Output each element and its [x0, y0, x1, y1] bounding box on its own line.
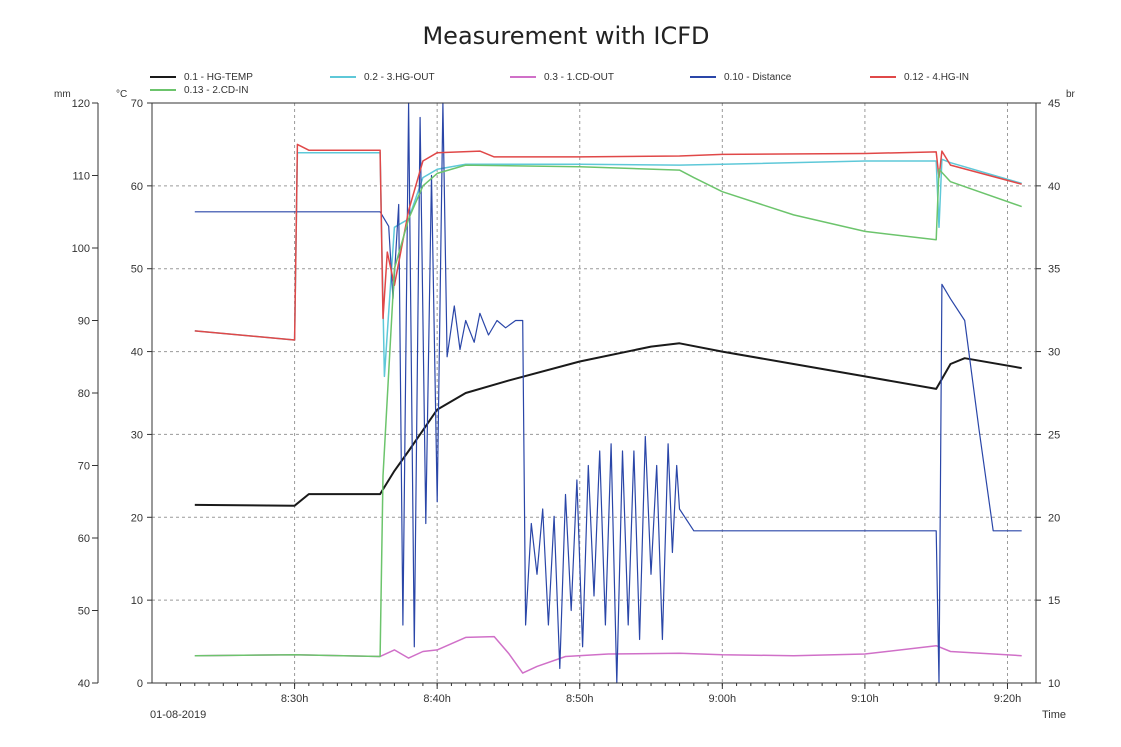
bar-tick-label: 25 [1048, 429, 1060, 441]
degc-tick-label: 50 [131, 264, 143, 276]
legend-label: 0.2 - 3.HG-OUT [364, 72, 435, 83]
degc-tick-label: 30 [131, 429, 143, 441]
series-line-0-12-4-hg-in [194, 143, 1022, 341]
bar-tick-label: 15 [1048, 595, 1060, 607]
x-tick-label: 9:10h [851, 693, 879, 705]
degc-tick-label: 10 [131, 595, 143, 607]
axes: 0 10 20 30 40 50 60 70 40 50 60 70 80 90 100 110 120 10 15… [72, 98, 1061, 705]
bar-tick-label: 35 [1048, 264, 1060, 276]
legend: 0.1 - HG-TEMP 0.2 - 3.HG-OUT 0.3 - 1.CD-OU… [150, 72, 969, 96]
x-tick-label: 8:40h [423, 693, 451, 705]
series-line-0-10-distance [194, 102, 1022, 684]
left-axis-unit-mm: mm [54, 89, 71, 100]
legend-label: 0.3 - 1.CD-OUT [544, 72, 614, 83]
degc-tick-label: 20 [131, 512, 143, 524]
legend-label: 0.13 - 2.CD-IN [184, 85, 248, 96]
x-tick-label: 8:30h [281, 693, 309, 705]
degc-tick-label: 60 [131, 181, 143, 193]
date-label: 01-08-2019 [150, 709, 206, 721]
bar-tick-label: 40 [1048, 181, 1060, 193]
degc-tick-label: 0 [137, 678, 143, 690]
bar-tick-label: 10 [1048, 678, 1060, 690]
series-line-0-1-hg-temp [194, 342, 1022, 507]
bar-tick-label: 20 [1048, 512, 1060, 524]
mm-tick-label: 120 [72, 98, 90, 110]
legend-label: 0.1 - HG-TEMP [184, 72, 253, 83]
degc-tick-label: 70 [131, 98, 143, 110]
bar-tick-label: 45 [1048, 98, 1060, 110]
series-line-0-3-1-cd-out [194, 635, 1022, 674]
right-axis-unit-bar: br [1066, 89, 1076, 100]
mm-tick-label: 70 [78, 461, 90, 473]
grid-lines [152, 103, 1036, 683]
left-axis-unit-degc: °C [116, 89, 127, 100]
legend-label: 0.10 - Distance [724, 72, 792, 83]
x-tick-label: 9:20h [994, 693, 1022, 705]
x-tick-label: 9:00h [709, 693, 737, 705]
x-axis-label: Time [1042, 709, 1066, 721]
mm-tick-label: 100 [72, 243, 90, 255]
degc-tick-label: 40 [131, 347, 143, 359]
chart-title: Measurement with ICFD [422, 22, 709, 50]
mm-tick-label: 90 [78, 316, 90, 328]
mm-tick-label: 110 [72, 171, 90, 183]
x-tick-label: 8:50h [566, 693, 594, 705]
series-lines [194, 102, 1022, 684]
mm-tick-label: 80 [78, 388, 90, 400]
legend-label: 0.12 - 4.HG-IN [904, 72, 969, 83]
mm-tick-label: 50 [78, 606, 90, 618]
mm-tick-label: 40 [78, 678, 90, 690]
mm-tick-label: 60 [78, 533, 90, 545]
series-line-0-13-2-cd-in [194, 164, 1022, 658]
bar-tick-label: 30 [1048, 347, 1060, 359]
